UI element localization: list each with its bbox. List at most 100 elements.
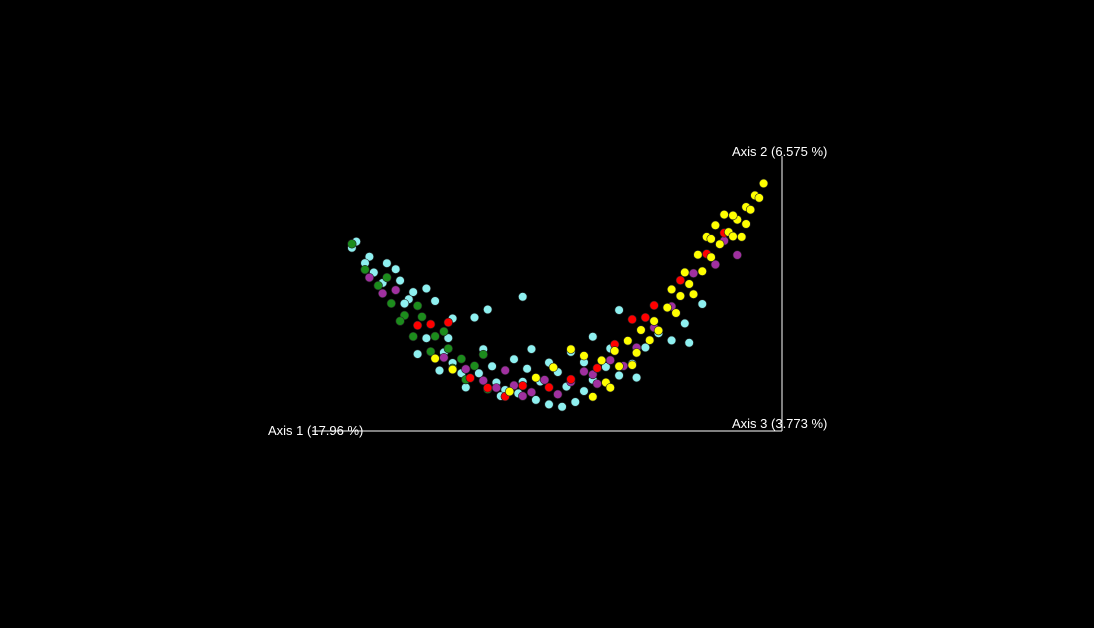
data-point — [588, 392, 598, 402]
data-point — [592, 363, 602, 373]
data-point — [557, 402, 567, 412]
data-point — [588, 332, 598, 342]
data-point — [382, 272, 392, 283]
data-point — [693, 250, 703, 260]
data-point — [443, 317, 453, 328]
data-point — [610, 346, 620, 356]
data-point — [627, 314, 637, 325]
data-point — [706, 234, 716, 244]
data-point — [487, 361, 497, 371]
data-point — [544, 399, 554, 410]
data-point — [531, 395, 541, 405]
data-point — [465, 373, 475, 383]
data-point — [531, 373, 541, 383]
data-point — [631, 348, 642, 358]
data-point — [413, 301, 423, 311]
data-point — [539, 375, 550, 385]
data-point — [364, 252, 375, 262]
data-point — [413, 349, 423, 359]
points-layer — [347, 178, 769, 412]
data-point — [408, 331, 418, 342]
data-point — [483, 383, 493, 393]
data-point — [478, 376, 488, 386]
data-point — [347, 239, 357, 249]
data-point — [715, 239, 725, 249]
data-point — [395, 276, 405, 286]
data-point — [364, 273, 375, 283]
data-point — [566, 374, 576, 384]
data-point — [395, 316, 405, 326]
data-point — [596, 355, 607, 366]
data-point — [697, 266, 707, 276]
data-point — [421, 283, 432, 294]
data-point — [680, 318, 690, 329]
data-point — [399, 299, 410, 309]
data-point — [579, 386, 589, 396]
data-point — [605, 355, 615, 365]
data-point — [373, 281, 383, 291]
data-point — [483, 304, 493, 315]
data-point — [491, 383, 502, 393]
data-point — [421, 333, 432, 343]
data-point — [688, 268, 699, 278]
data-point — [645, 335, 655, 345]
data-point — [710, 259, 721, 270]
data-point — [614, 305, 624, 315]
data-point — [426, 347, 436, 357]
data-point — [662, 303, 672, 313]
data-point — [430, 296, 440, 306]
data-point — [469, 361, 480, 371]
data-point — [728, 231, 738, 241]
z-axis-label: Axis 3 (3.773 %) — [732, 416, 827, 431]
data-point — [623, 336, 633, 346]
data-point — [728, 210, 738, 221]
data-point — [548, 362, 559, 373]
data-point — [719, 210, 729, 220]
data-point — [579, 351, 589, 361]
data-point — [391, 285, 401, 295]
data-point — [631, 373, 642, 383]
data-point — [391, 264, 401, 274]
data-point — [544, 382, 554, 393]
data-point — [671, 308, 681, 318]
data-point — [649, 300, 659, 311]
data-point — [443, 344, 453, 354]
data-point — [640, 312, 651, 323]
data-point — [469, 312, 480, 323]
data-point — [360, 265, 370, 275]
data-point — [710, 220, 721, 230]
data-point — [666, 335, 677, 346]
data-point — [605, 383, 615, 393]
data-point — [443, 333, 453, 343]
data-point — [430, 353, 440, 364]
data-point — [553, 389, 563, 399]
data-point — [592, 379, 602, 389]
data-point — [706, 252, 716, 262]
data-point — [741, 219, 751, 229]
x-axis-label: Axis 1 (17.96 %) — [268, 423, 363, 438]
y-axis-label: Axis 2 (6.575 %) — [732, 144, 827, 159]
data-point — [680, 267, 690, 278]
data-point — [439, 353, 449, 363]
data-point — [518, 292, 528, 302]
data-point — [500, 365, 510, 376]
data-point — [636, 325, 646, 335]
data-point — [745, 205, 756, 215]
data-point — [426, 319, 436, 329]
data-point — [522, 364, 532, 374]
data-point — [478, 349, 488, 360]
data-point — [417, 312, 427, 322]
data-point — [566, 344, 576, 354]
data-point — [688, 289, 699, 299]
data-point — [737, 232, 747, 242]
data-point — [526, 344, 537, 354]
data-point — [408, 287, 418, 297]
data-point — [570, 397, 580, 407]
data-point — [413, 320, 423, 331]
data-point — [666, 284, 677, 295]
data-point — [754, 193, 764, 203]
data-point — [732, 250, 742, 260]
data-point — [456, 354, 467, 364]
data-point — [505, 387, 515, 397]
